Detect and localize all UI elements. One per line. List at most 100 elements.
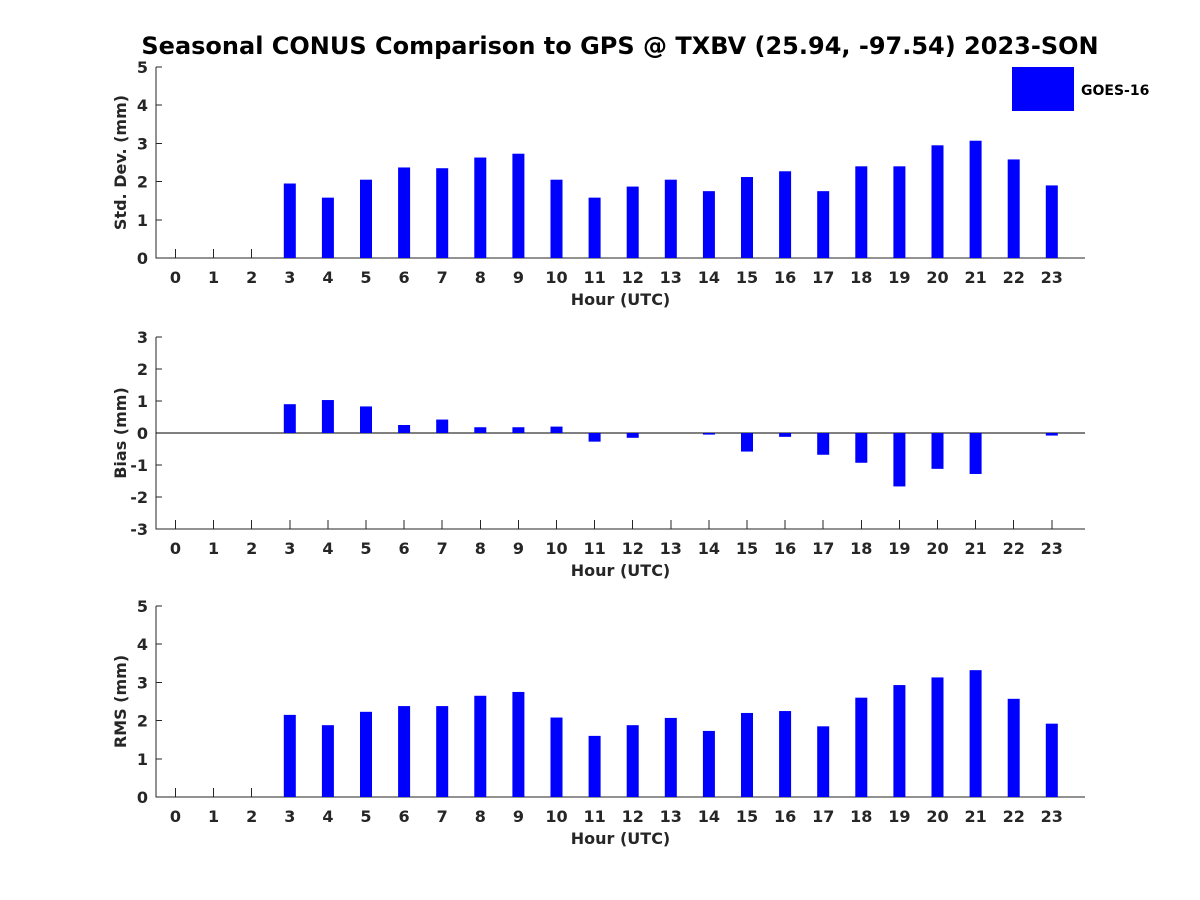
x-tick-label: 17	[812, 807, 834, 826]
bar-hour-22	[1007, 159, 1020, 258]
bar-hour-5	[360, 179, 372, 258]
x-tick-label: 7	[437, 539, 448, 558]
bar-hour-12	[626, 433, 639, 438]
x-tick-label: 2	[246, 268, 257, 287]
x-tick-label: 14	[698, 807, 720, 826]
x-tick-label: 12	[622, 807, 644, 826]
bar-hour-17	[817, 191, 830, 258]
x-tick-label: 1	[208, 268, 219, 287]
bar-hour-9	[512, 691, 525, 797]
x-tick-label: 9	[513, 539, 524, 558]
x-tick-label: 7	[437, 807, 448, 826]
bar-hour-6	[398, 425, 411, 433]
y-tick-label: 3	[137, 328, 148, 347]
bar-hour-4	[321, 197, 334, 258]
x-tick-label: 16	[774, 539, 796, 558]
bar-hour-21	[969, 140, 982, 258]
x-tick-label: 21	[964, 807, 986, 826]
bar-hour-9	[512, 153, 525, 258]
y-tick-label: 1	[137, 392, 148, 411]
x-tick-label: 23	[1041, 539, 1063, 558]
x-tick-label: 9	[513, 268, 524, 287]
x-tick-label: 23	[1041, 807, 1063, 826]
bar-hour-13	[664, 179, 677, 258]
x-tick-label: 18	[850, 268, 872, 287]
bar-hour-16	[779, 171, 792, 258]
x-tick-label: 13	[660, 268, 682, 287]
bar-hour-11	[588, 433, 601, 442]
x-axis-label: Hour (UTC)	[571, 561, 671, 580]
y-axis-label: RMS (mm)	[111, 655, 130, 748]
x-tick-label: 3	[284, 539, 295, 558]
bar-hour-23	[1045, 185, 1058, 258]
bar-hour-5	[360, 711, 372, 797]
x-tick-label: 15	[736, 539, 758, 558]
y-tick-label: 2	[137, 360, 148, 379]
x-tick-label: 16	[774, 268, 796, 287]
bar-hour-18	[855, 433, 868, 463]
x-tick-label: 14	[698, 539, 720, 558]
bar-hour-15	[741, 712, 753, 797]
x-tick-label: 14	[698, 268, 720, 287]
bar-hour-6	[398, 167, 411, 258]
x-tick-label: 5	[360, 539, 371, 558]
x-tick-label: 18	[850, 539, 872, 558]
y-tick-label: 3	[137, 673, 148, 692]
x-tick-label: 15	[736, 807, 758, 826]
x-tick-label: 17	[812, 268, 834, 287]
x-tick-label: 1	[208, 539, 219, 558]
bar-hour-8	[474, 695, 487, 797]
x-tick-label: 7	[437, 268, 448, 287]
bar-hour-11	[588, 197, 601, 258]
bar-hour-23	[1045, 723, 1058, 797]
x-tick-label: 4	[322, 539, 333, 558]
bar-hour-20	[931, 433, 944, 469]
x-tick-label: 4	[322, 268, 333, 287]
y-tick-label: 1	[137, 750, 148, 769]
bar-hour-10	[550, 179, 563, 258]
bar-hour-6	[398, 706, 411, 797]
y-tick-label: 5	[137, 58, 148, 77]
bar-hour-15	[741, 433, 753, 452]
x-tick-label: 22	[1003, 539, 1025, 558]
bar-hour-19	[893, 685, 906, 797]
y-tick-label: 2	[137, 712, 148, 731]
bar-hour-20	[931, 145, 944, 258]
x-tick-label: 22	[1003, 807, 1025, 826]
x-tick-label: 4	[322, 807, 333, 826]
x-tick-label: 5	[360, 807, 371, 826]
bar-hour-21	[969, 670, 982, 797]
y-tick-label: -2	[130, 488, 148, 507]
bar-hour-4	[321, 725, 334, 797]
x-tick-label: 21	[964, 268, 986, 287]
bar-hour-10	[550, 717, 563, 797]
x-tick-label: 20	[926, 539, 948, 558]
x-tick-label: 20	[926, 807, 948, 826]
y-tick-label: 0	[137, 249, 148, 268]
x-tick-label: 13	[660, 807, 682, 826]
y-tick-label: 0	[137, 424, 148, 443]
bar-hour-7	[436, 168, 449, 258]
x-tick-label: 0	[170, 539, 181, 558]
x-tick-label: 5	[360, 268, 371, 287]
bar-hour-16	[779, 433, 792, 437]
bar-hour-3	[283, 714, 296, 797]
y-tick-label: -3	[130, 520, 148, 539]
x-tick-label: 9	[513, 807, 524, 826]
x-tick-label: 19	[888, 268, 910, 287]
x-tick-label: 3	[284, 268, 295, 287]
x-tick-label: 11	[583, 539, 605, 558]
bar-hour-14	[702, 191, 715, 258]
x-tick-label: 19	[888, 539, 910, 558]
x-tick-label: 17	[812, 539, 834, 558]
bar-hour-22	[1007, 698, 1020, 797]
x-tick-label: 8	[475, 807, 486, 826]
x-tick-label: 19	[888, 807, 910, 826]
bar-hour-12	[626, 186, 639, 258]
x-tick-label: 10	[545, 807, 567, 826]
y-tick-label: 4	[137, 635, 148, 654]
